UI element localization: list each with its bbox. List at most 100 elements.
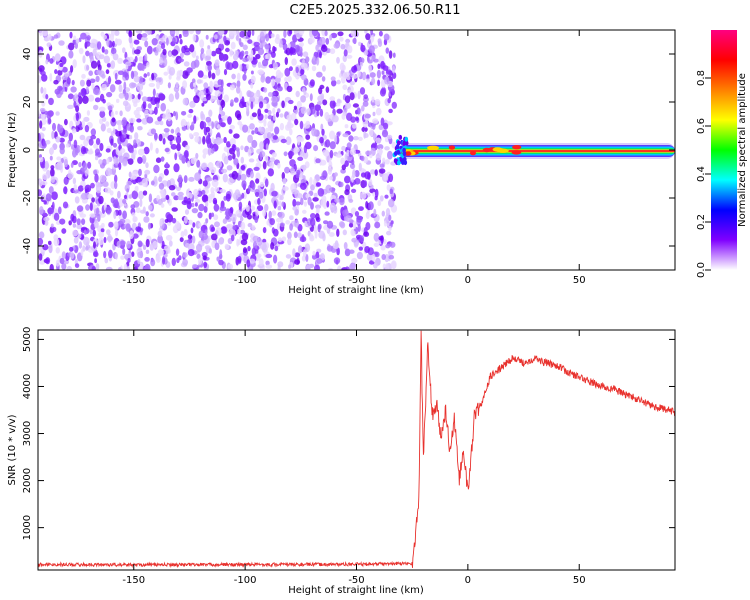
heatmap-cell [351, 230, 356, 236]
heatmap-cell [339, 181, 344, 188]
heatmap-cell [375, 107, 382, 116]
heatmap-cell [159, 57, 164, 66]
heatmap-cell [45, 139, 51, 145]
heatmap-cell [94, 258, 97, 264]
heatmap-cell [344, 189, 350, 196]
heatmap-cell [226, 165, 233, 171]
heatmap-cell [251, 182, 256, 190]
heatmap-cell [158, 30, 162, 33]
heatmap-cell [328, 232, 335, 237]
heatmap-cell [154, 50, 159, 56]
heatmap-cell [279, 194, 284, 201]
heatmap-cell [72, 177, 77, 185]
heatmap-cell [78, 162, 82, 168]
heatmap-cell [83, 229, 87, 235]
heatmap-cell [151, 72, 155, 81]
heatmap-cell [129, 135, 133, 140]
heatmap-cell [61, 251, 66, 259]
heatmap-cell [314, 264, 320, 270]
heatmap-cell [291, 188, 299, 195]
heatmap-cell [329, 96, 336, 102]
heatmap-cell [222, 53, 226, 62]
heatmap-cell [150, 128, 157, 135]
heatmap-cell [356, 251, 363, 260]
heatmap-cell [325, 139, 331, 148]
heatmap-cell [110, 111, 115, 119]
heatmap-cell [164, 219, 169, 223]
heatmap-cell [311, 254, 317, 260]
heatmap-cell [305, 254, 309, 262]
heatmap-cell [374, 169, 378, 177]
heatmap-cell [300, 137, 304, 142]
heatmap-cell [512, 145, 522, 150]
heatmap-cell [240, 173, 247, 181]
heatmap-cell [74, 196, 80, 204]
heatmap-cell [119, 110, 123, 117]
heatmap-cell [223, 115, 229, 121]
heatmap-cell [375, 137, 382, 144]
heatmap-cell [194, 87, 198, 93]
heatmap-cell [147, 103, 152, 109]
heatmap-cell [339, 73, 342, 78]
heatmap-cell [377, 63, 381, 70]
heatmap-cell [231, 213, 237, 223]
heatmap-cell [127, 265, 130, 270]
heatmap-cell [68, 42, 75, 51]
heatmap-cell [140, 36, 148, 41]
heatmap-cell [247, 134, 254, 144]
heatmap-cell [66, 77, 71, 85]
heatmap-cell [365, 201, 369, 209]
heatmap-cell [210, 226, 216, 232]
heatmap-cell [141, 96, 148, 102]
heatmap-cell [223, 146, 231, 153]
heatmap-cell [238, 37, 242, 46]
heatmap-cell [210, 212, 215, 218]
heatmap-cell [214, 90, 221, 97]
heatmap-cell [232, 60, 239, 69]
heatmap-cell [49, 146, 55, 155]
heatmap-cell [319, 51, 322, 59]
heatmap-cell [55, 136, 61, 143]
heatmap-cell [55, 247, 60, 254]
heatmap-cell [171, 257, 176, 267]
heatmap-cell [203, 205, 208, 213]
heatmap-cell [327, 267, 334, 270]
heatmap-cell [158, 176, 163, 183]
heatmap-cell [114, 38, 119, 45]
heatmap-cell [217, 79, 223, 86]
heatmap-cell [200, 113, 206, 121]
heatmap-cell [236, 238, 240, 247]
heatmap-cell [146, 61, 150, 68]
heatmap-cell [348, 198, 354, 203]
heatmap-cell [155, 147, 159, 154]
heatmap-cell [105, 148, 111, 153]
heatmap-cell [80, 226, 88, 231]
snr-y-tick-label: 4000 [22, 374, 33, 399]
heatmap-cell [217, 124, 221, 130]
heatmap-cell [251, 112, 257, 118]
heatmap-cell [125, 223, 131, 232]
heatmap-cell [386, 121, 393, 126]
heatmap-cell [289, 215, 294, 221]
heatmap-cell [328, 160, 333, 169]
heatmap-cell [299, 120, 304, 130]
heatmap-cell [98, 195, 104, 205]
heatmap-cell [329, 175, 334, 181]
heatmap-cell [329, 149, 334, 159]
heatmap-cell [227, 263, 234, 270]
heatmap-cell [137, 258, 141, 265]
heatmap-cell [251, 247, 257, 256]
heatmap-cell [361, 71, 367, 81]
heatmap-cell [372, 111, 376, 117]
heatmap-cell [230, 234, 235, 242]
heatmap-cell [38, 189, 43, 197]
heatmap-cell [142, 206, 146, 213]
heatmap-cell [196, 253, 201, 260]
heatmap-cell [89, 213, 96, 218]
heatmap-cell [219, 189, 227, 193]
heatmap-cell [141, 33, 148, 38]
heatmap-cell [131, 190, 139, 200]
heatmap-cell [283, 151, 288, 157]
heatmap-cell [69, 246, 74, 252]
heatmap-cell [162, 48, 167, 56]
